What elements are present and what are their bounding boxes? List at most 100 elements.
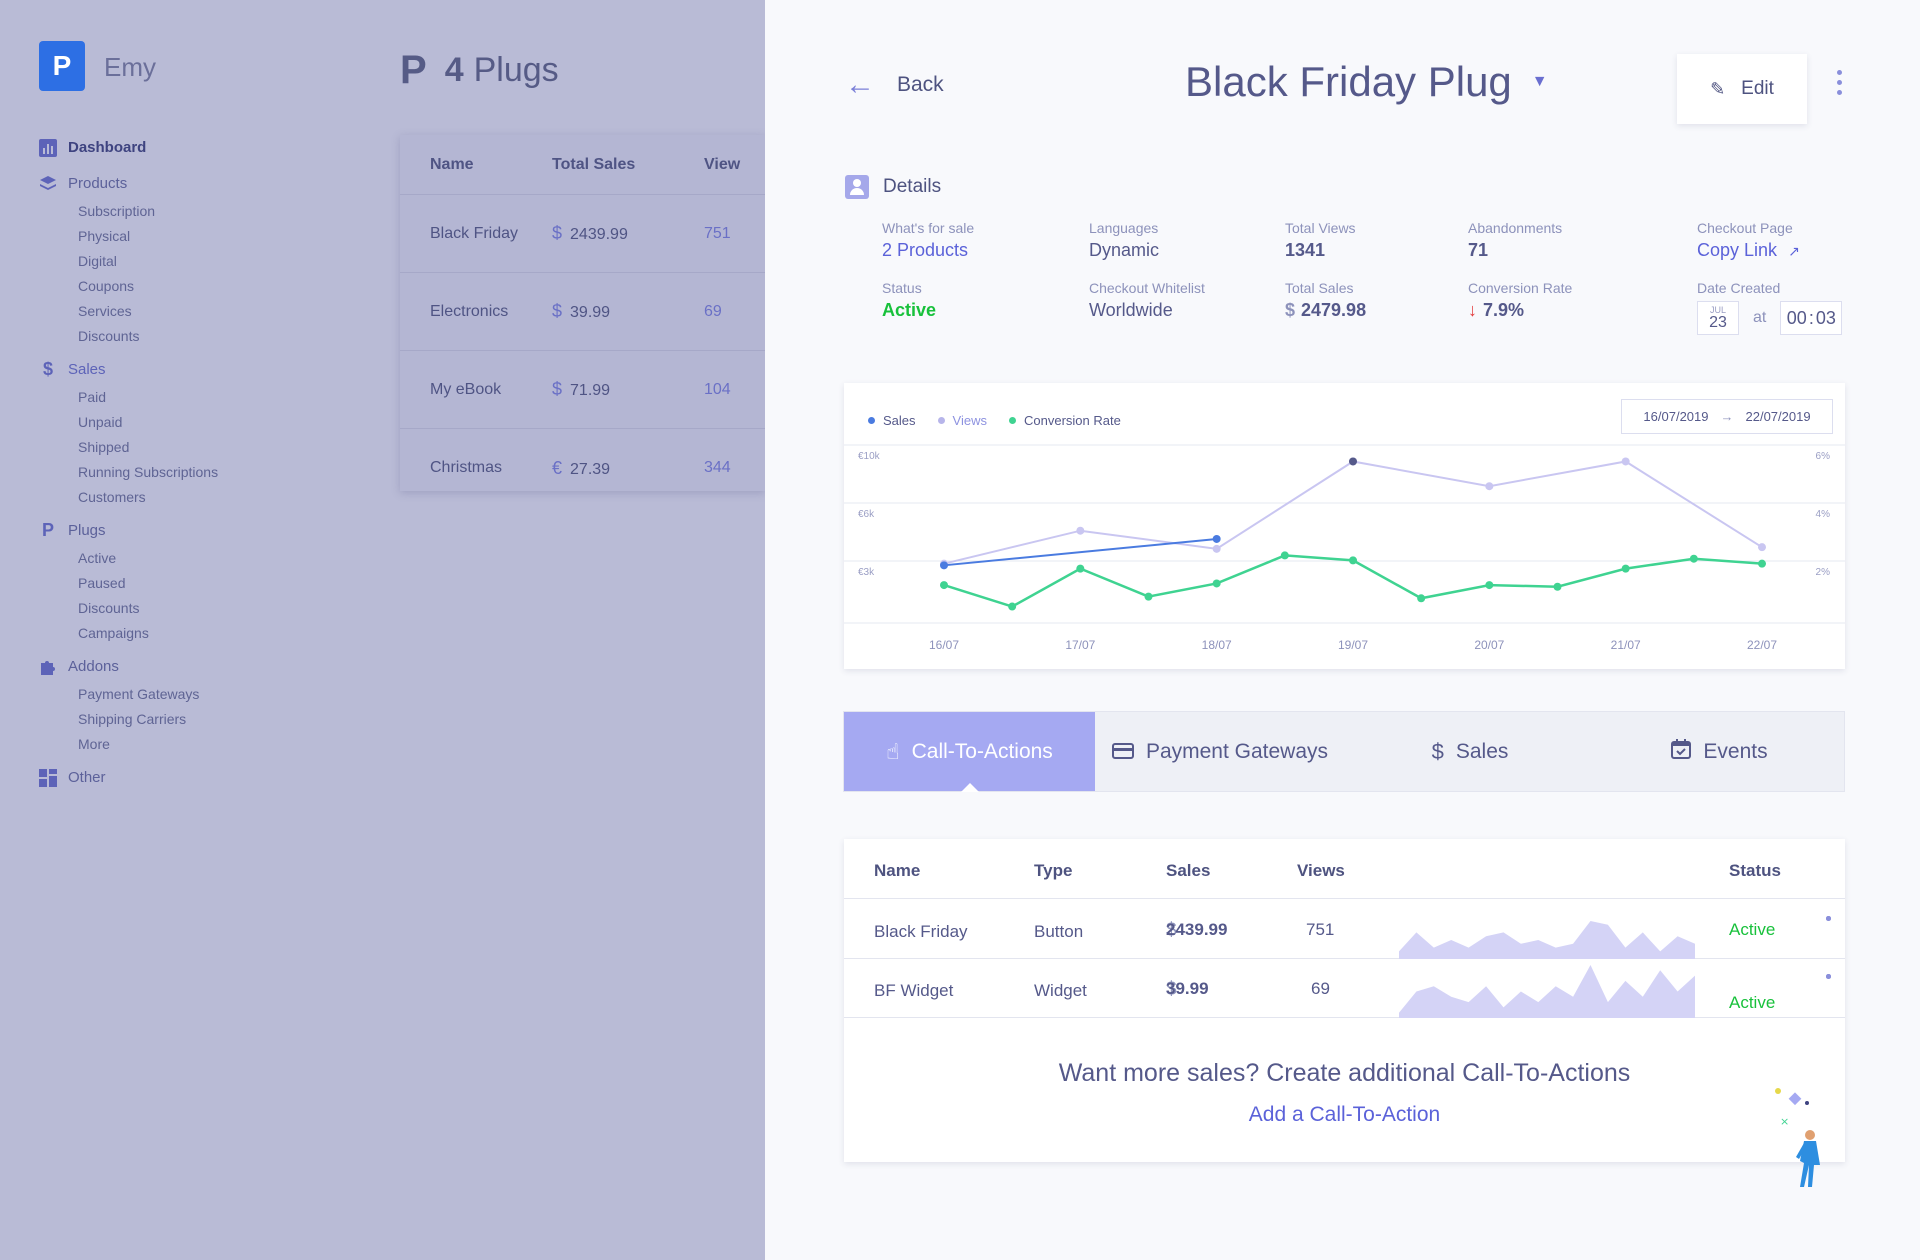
legend-label: Views [952,413,987,428]
date-range-picker[interactable]: 16/07/2019 → 22/07/2019 [1621,399,1833,434]
x-tick: 19/07 [1338,638,1368,652]
table-row[interactable]: BF Widget Widget $39.99 69 Active [844,959,1845,1018]
series-line-sales [943,537,1217,567]
tab-label: Call-To-Actions [911,739,1053,763]
table-row[interactable]: Electronics $39.99 69 [400,273,765,351]
sidebar-subitem[interactable]: Running Subscriptions [78,464,219,480]
sidebar-subitem[interactable]: Physical [78,228,131,244]
legend-item[interactable]: Views [937,413,987,428]
sidebar-subitem[interactable]: Discounts [78,328,140,344]
legend-item[interactable]: Conversion Rate [1008,413,1121,428]
app-logo[interactable]: P [39,41,85,91]
highlight-point[interactable] [1349,457,1357,466]
cta-views: 751 [1306,920,1335,939]
field-whats-for-sale: What's for sale 2 Products [882,220,974,261]
sidebar-item-sales[interactable]: $ Sales [39,354,299,385]
plug-icon: P [41,520,54,540]
column-header[interactable]: Total Sales [552,155,636,173]
tab-sales[interactable]: $ Sales [1345,712,1595,791]
back-button[interactable]: ← Back [845,70,944,100]
sidebar-subitem[interactable]: Active [78,550,117,566]
data-point[interactable] [1076,526,1085,535]
data-point[interactable] [1689,554,1698,563]
data-point[interactable] [1144,592,1153,601]
sidebar-subitem[interactable]: Unpaid [78,414,123,430]
puzzle-icon [39,658,57,676]
x-tick: 16/07 [929,638,959,652]
column-header[interactable]: Name [874,861,921,880]
cta-sales: 39.99 [1166,979,1209,998]
table-row[interactable]: My eBook $71.99 104 [400,351,765,429]
sidebar-subitem[interactable]: Paid [78,389,107,405]
sidebar-subitem[interactable]: Discounts [78,600,140,616]
data-point[interactable] [1621,564,1630,573]
plug-title-dropdown[interactable]: Black Friday Plug ▼ [1185,58,1548,106]
column-header[interactable]: View [704,155,741,173]
table-row[interactable]: Black Friday $2439.99 751 [400,195,765,273]
sidebar-subitem[interactable]: Digital [78,253,117,269]
status-badge: Active [882,300,937,320]
data-point[interactable] [940,561,948,570]
data-point[interactable] [1280,551,1289,560]
data-point[interactable] [1485,581,1494,590]
sidebar-subitem[interactable]: Shipping Carriers [78,711,187,727]
tab-events[interactable]: Events [1595,712,1844,791]
legend-item[interactable]: Sales [868,413,916,428]
field-label: Conversion Rate [1468,280,1573,296]
legend-label: Sales [883,413,916,428]
table-row[interactable]: Christmas €27.39 344 [400,429,765,507]
data-point[interactable] [1008,602,1017,611]
sidebar-subitem[interactable]: Shipped [78,439,130,455]
data-point[interactable] [1758,559,1766,568]
tab-call-to-actions[interactable]: ☝ Call-To-Actions [844,712,1095,792]
time-hour: 00 [1786,307,1807,328]
column-header[interactable]: Status [1729,861,1781,880]
sidebar-subitem[interactable]: Coupons [78,278,135,294]
arrow-right-icon: → [1720,409,1734,424]
data-point[interactable] [1212,534,1221,543]
calendar-icon [1671,738,1692,765]
tab-label: Events [1703,739,1768,763]
column-header[interactable]: Sales [1166,861,1211,880]
field-value: 2479.98 [1301,300,1367,320]
data-point[interactable] [940,581,948,590]
y-tick-left: €3k [858,567,875,578]
sidebar-subitem[interactable]: Customers [78,489,146,505]
data-point[interactable] [1485,482,1494,491]
sidebar-subitem[interactable]: More [78,736,110,752]
edit-button[interactable]: ✎ Edit [1677,54,1807,124]
data-point[interactable] [1076,564,1085,573]
sidebar-label: Sales [68,361,106,378]
sidebar-subitem[interactable]: Paused [78,575,126,591]
tab-payment-gateways[interactable]: Payment Gateways [1095,712,1345,791]
more-options-icon[interactable] [1832,70,1846,95]
data-point[interactable] [1758,543,1766,552]
sidebar-item-other[interactable]: Other [39,762,299,793]
row-views: 104 [704,380,731,398]
data-point[interactable] [1553,582,1562,591]
sidebar-item-dashboard[interactable]: Dashboard [39,132,299,163]
column-header[interactable]: Name [430,155,474,173]
data-point[interactable] [1621,457,1630,466]
sidebar-subitem[interactable]: Services [78,303,132,319]
data-point[interactable] [1212,544,1221,553]
data-point[interactable] [1212,579,1221,588]
column-header[interactable]: Type [1034,861,1073,880]
date-badge: JUL 23 [1697,301,1739,335]
column-header[interactable]: Views [1297,861,1345,880]
sidebar-subitem[interactable]: Subscription [78,203,156,219]
sidebar-subitem[interactable]: Campaigns [78,625,149,641]
table-row[interactable]: Black Friday Button $2439.99 751 Active [844,900,1845,959]
sidebar-item-addons[interactable]: Addons [39,651,299,682]
row-sales: 27.39 [570,460,611,478]
sidebar-label: Plugs [68,522,106,539]
sidebar-item-products[interactable]: Products [39,168,299,199]
data-point[interactable] [1349,556,1357,565]
sidebar-item-plugs[interactable]: P Plugs [39,515,299,546]
copy-link-button[interactable]: Copy Link ↗ [1697,240,1800,261]
add-cta-link[interactable]: Add a Call-To-Action [1248,1103,1441,1126]
cta-name: BF Widget [874,981,954,1000]
products-link[interactable]: 2 Products [882,240,969,260]
data-point[interactable] [1417,594,1426,603]
sidebar-subitem[interactable]: Payment Gateways [78,686,200,702]
